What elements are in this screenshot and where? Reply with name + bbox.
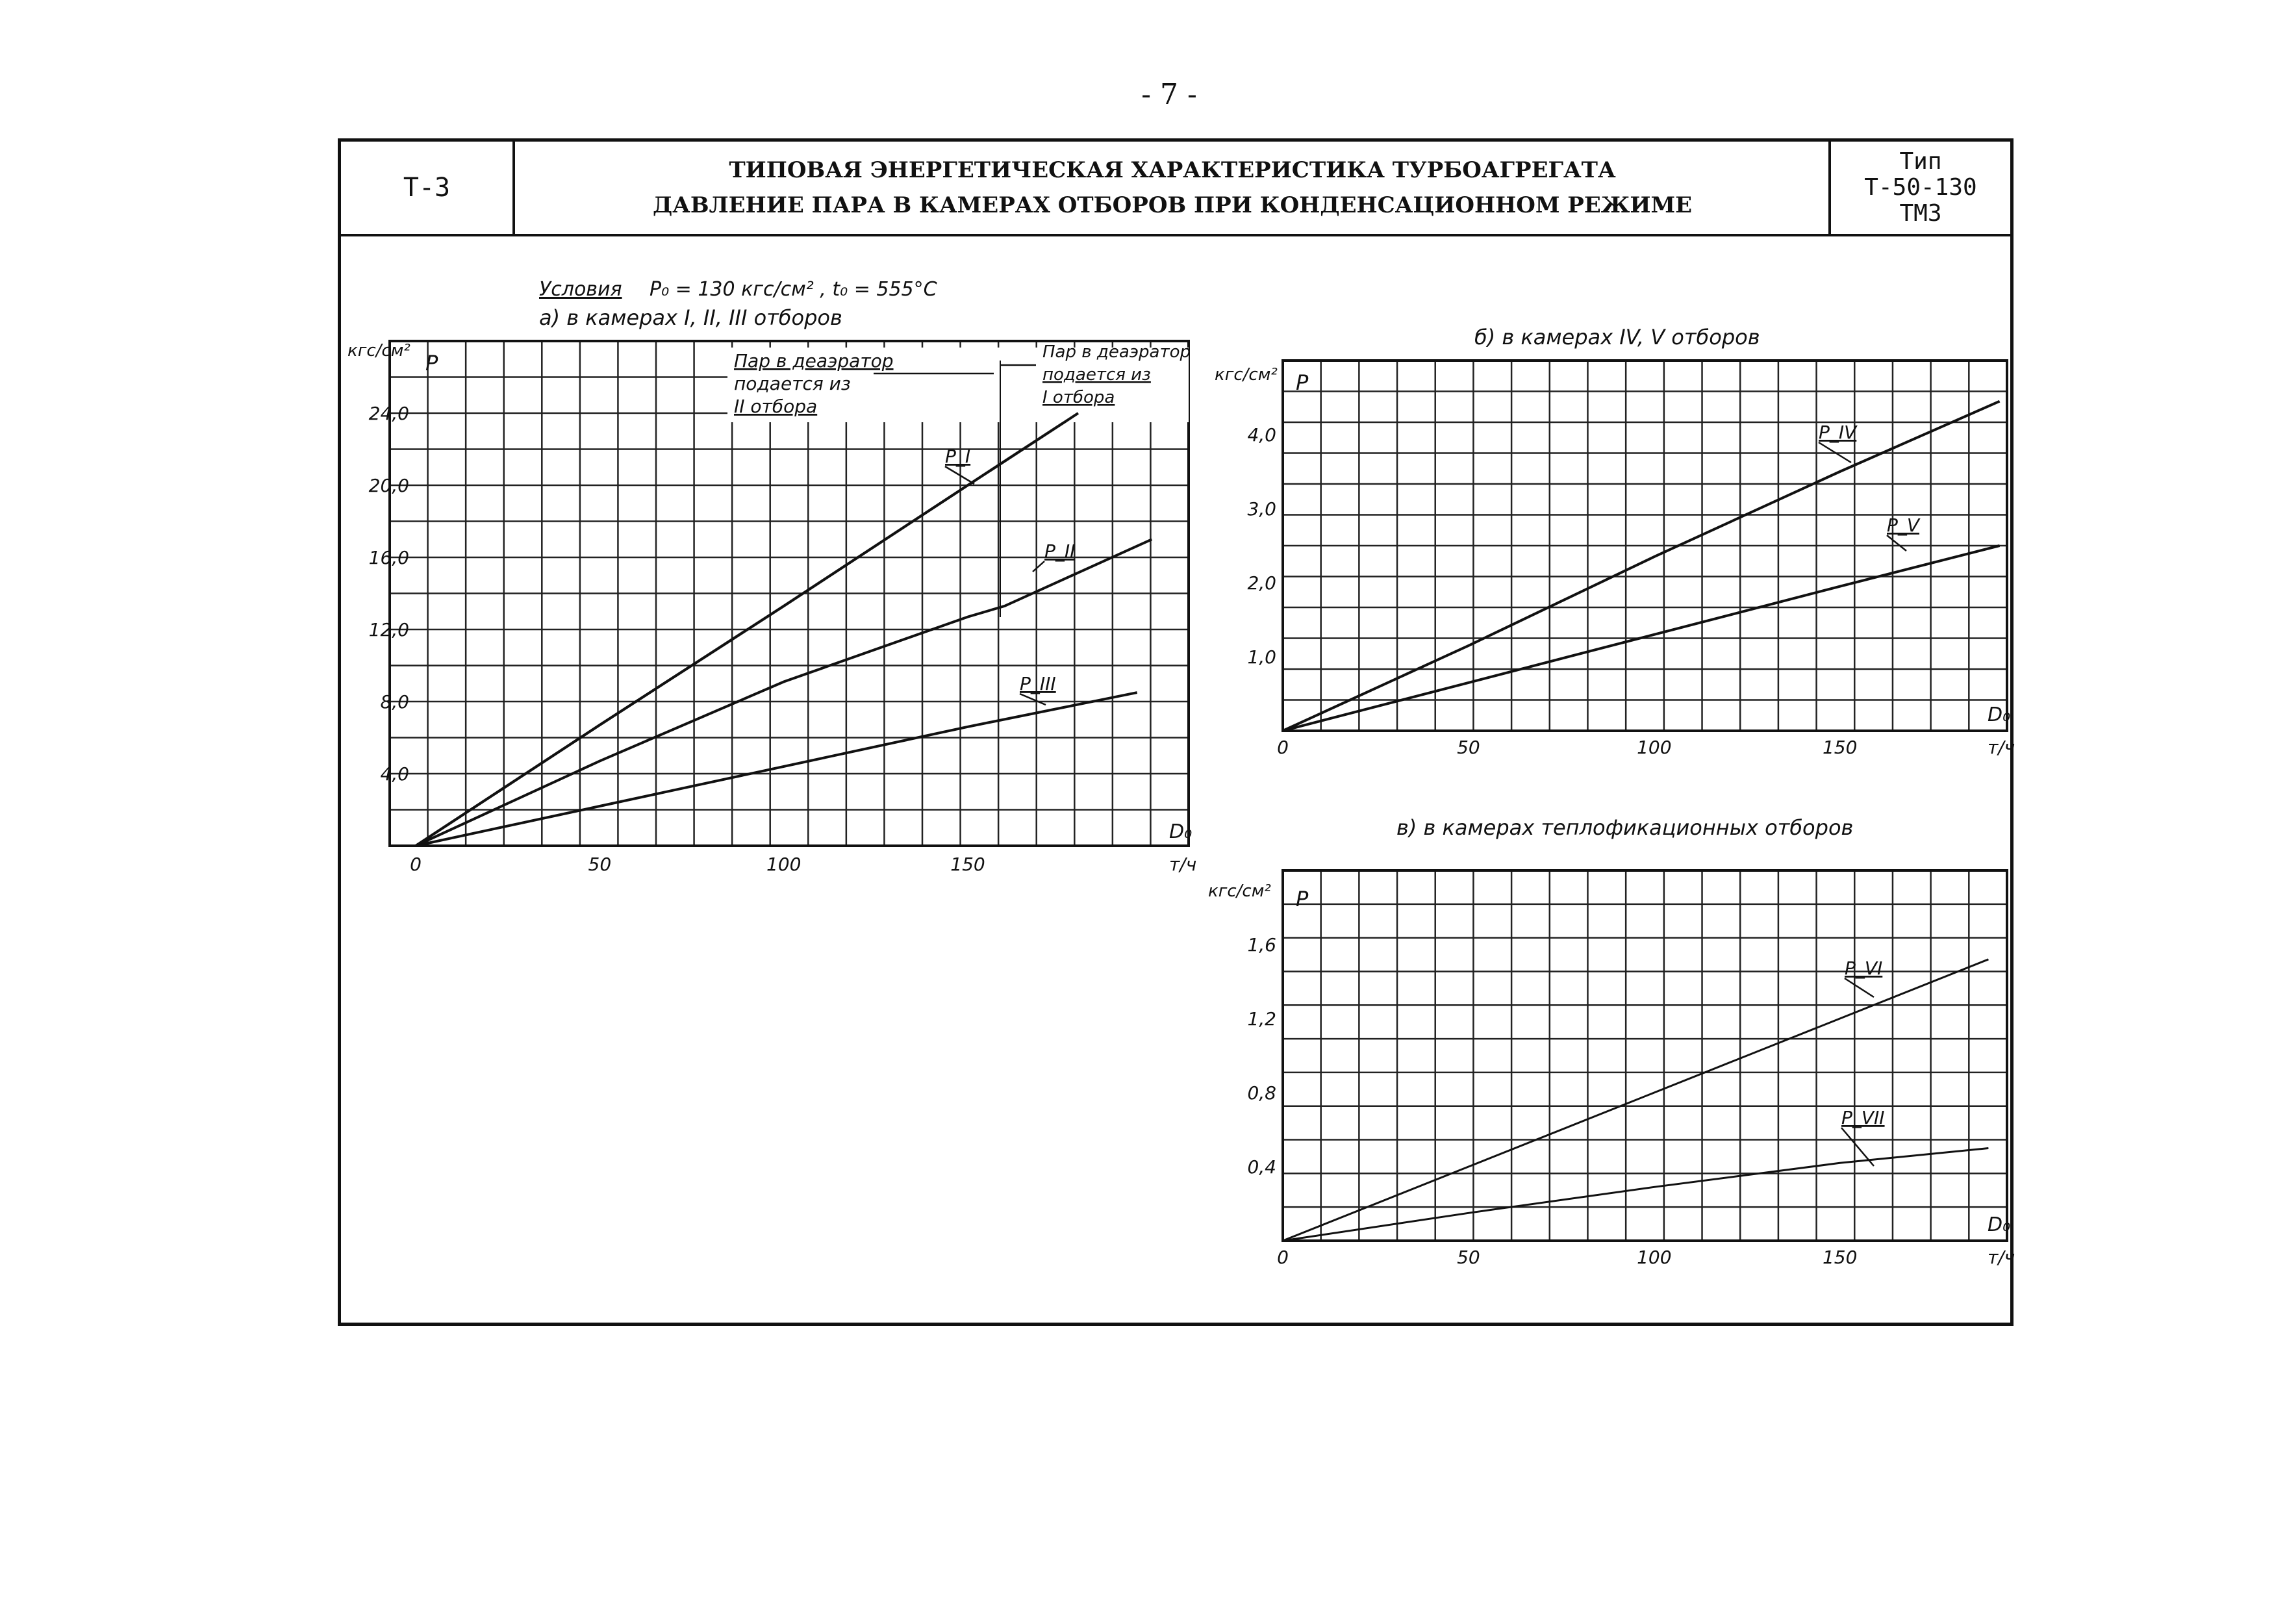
x-axis-symbol: D₀ bbox=[1988, 1213, 2010, 1236]
x-tick-label: 150 bbox=[1823, 737, 1857, 758]
x-tick-label: 150 bbox=[1823, 1247, 1857, 1268]
x-axis-symbol: D₀ bbox=[1988, 704, 2010, 726]
grid bbox=[1281, 869, 2008, 1242]
y-axis-symbol: P bbox=[425, 351, 438, 375]
y-tick-label: 2,0 bbox=[1247, 572, 1276, 594]
x-tick-label: 150 bbox=[950, 854, 985, 875]
y-tick-label: 1,2 bbox=[1247, 1008, 1276, 1030]
series-line-p-ii bbox=[415, 538, 1153, 847]
y-axis-unit: кгс/см² bbox=[1215, 365, 1278, 385]
y-tick-label: 1,0 bbox=[1247, 646, 1276, 668]
series-line-p-vi bbox=[1282, 958, 1989, 1242]
note-right-line-3: I отбора bbox=[1042, 388, 1115, 407]
plot-frame bbox=[388, 340, 1190, 847]
x-tick-label: 0 bbox=[1277, 737, 1289, 758]
x-tick-label: 0 bbox=[1277, 1247, 1289, 1268]
series-label-leader bbox=[1886, 535, 1907, 552]
chart-3: в) в камерах теплофикационных отборов кгс… bbox=[1208, 815, 2015, 1268]
x-tick-label: 50 bbox=[588, 854, 612, 875]
y-axis-unit: кгс/см² bbox=[347, 341, 410, 361]
series-label-p-ii: P_II bbox=[1044, 540, 1075, 562]
y-tick-label: 3,0 bbox=[1247, 498, 1276, 520]
title-line-2: ДАВЛЕНИЕ ПАРА В КАМЕРАХ ОТБОРОВ ПРИ КОНД… bbox=[652, 192, 1693, 218]
chart-2: б) в камерах IV, V отборов кгс/см² P D₀ т/ч 0… bbox=[1215, 325, 2015, 758]
y-tick-label: 1,6 bbox=[1247, 934, 1276, 956]
series-label-p-i: P_I bbox=[945, 446, 970, 467]
series-label-leader bbox=[1841, 1127, 1875, 1167]
y-tick-label: 4,0 bbox=[1247, 424, 1276, 446]
x-axis-unit: т/ч bbox=[1988, 1247, 2015, 1268]
series-label-p-v: P_V bbox=[1887, 514, 1921, 536]
y-tick-label: 16,0 bbox=[369, 547, 409, 568]
type-line-3: ТМЗ bbox=[1899, 200, 1942, 227]
conditions-label: Условия bbox=[539, 278, 622, 301]
y-tick-label: 24,0 bbox=[369, 403, 409, 424]
series-line-p-i-overlay bbox=[414, 412, 1079, 847]
series-line-p-iv bbox=[1282, 400, 2001, 732]
series-label-leader bbox=[1844, 977, 1875, 998]
note-left-line-3: II отбора bbox=[734, 396, 817, 417]
y-tick-label: 4,0 bbox=[380, 763, 409, 785]
y-tick-label: 8,0 bbox=[380, 691, 409, 713]
chart-title: в) в камерах теплофикационных отборов bbox=[1396, 815, 1853, 840]
series-line-p-vii bbox=[1282, 1147, 1989, 1242]
note-left-line-1: Пар в деаэратор bbox=[734, 350, 894, 372]
notes-backdrop bbox=[727, 348, 1189, 422]
x-axis-unit: т/ч bbox=[1169, 854, 1196, 875]
drawing-frame: Т-3 ТИПОВАЯ ЭНЕРГЕТИЧЕСКАЯ ХАРАКТЕРИСТИК… bbox=[338, 138, 2014, 1326]
y-axis-symbol: P bbox=[1296, 887, 1309, 911]
page-number: - 7 - bbox=[1141, 78, 1197, 111]
x-tick-label: 50 bbox=[1457, 737, 1480, 758]
series-label-p-vii: P_VII bbox=[1841, 1107, 1885, 1128]
x-tick-label: 100 bbox=[1637, 1247, 1671, 1268]
y-tick-label: 0,4 bbox=[1247, 1156, 1276, 1178]
chart-title: а) в камерах I, II, III отборов bbox=[539, 305, 842, 330]
x-tick-label: 50 bbox=[1457, 1247, 1480, 1268]
x-tick-label: 100 bbox=[1637, 737, 1671, 758]
x-axis-symbol: D₀ bbox=[1169, 820, 1192, 843]
y-tick-label: 0,8 bbox=[1247, 1082, 1276, 1104]
series-label-p-vi: P_VI bbox=[1845, 958, 1882, 979]
series-label-leader bbox=[1818, 441, 1852, 464]
sheet-title: ТИПОВАЯ ЭНЕРГЕТИЧЕСКАЯ ХАРАКТЕРИСТИКА ТУ… bbox=[515, 142, 1830, 234]
y-axis-symbol: P bbox=[1296, 370, 1309, 395]
y-tick-label: 20,0 bbox=[369, 475, 409, 496]
conditions-values: P₀ = 130 кгс/см² , t₀ = 555°C bbox=[650, 278, 937, 301]
x-axis-unit: т/ч bbox=[1988, 737, 2015, 758]
type-line-2: Т-50-130 bbox=[1864, 174, 1977, 201]
series-label-p-iv: P_IV bbox=[1819, 422, 1858, 443]
sheet-code: Т-3 bbox=[341, 142, 515, 234]
series-label-leader bbox=[944, 465, 975, 485]
x-tick-label: 0 bbox=[410, 854, 422, 875]
series-line-p-v bbox=[1282, 544, 2001, 732]
series-line-p-iii bbox=[415, 691, 1138, 847]
note-left-line-2: подается из bbox=[734, 373, 851, 394]
chart-title: б) в камерах IV, V отборов bbox=[1474, 325, 1760, 349]
x-tick-label: 100 bbox=[766, 854, 801, 875]
y-axis-unit: кгс/см² bbox=[1208, 882, 1271, 901]
note-right-line-2: подается из bbox=[1042, 365, 1151, 385]
plot-frame bbox=[1281, 359, 2008, 732]
plot-frame bbox=[1281, 869, 2008, 1242]
series-label-p-iii: P_III bbox=[1020, 673, 1056, 694]
series-label-leader bbox=[1032, 561, 1045, 572]
y-tick-label: 12,0 bbox=[369, 619, 409, 641]
title-block: Т-3 ТИПОВАЯ ЭНЕРГЕТИЧЕСКАЯ ХАРАКТЕРИСТИК… bbox=[341, 142, 2010, 236]
grid bbox=[1281, 359, 2008, 732]
turbine-type: Тип Т-50-130 ТМЗ bbox=[1828, 142, 2010, 234]
type-line-1: Тип bbox=[1899, 148, 1942, 175]
title-line-1: ТИПОВАЯ ЭНЕРГЕТИЧЕСКАЯ ХАРАКТЕРИСТИКА ТУ… bbox=[729, 157, 1616, 183]
note-right-line-1: Пар в деаэратор bbox=[1042, 342, 1191, 362]
series-label-leader bbox=[1019, 692, 1046, 706]
